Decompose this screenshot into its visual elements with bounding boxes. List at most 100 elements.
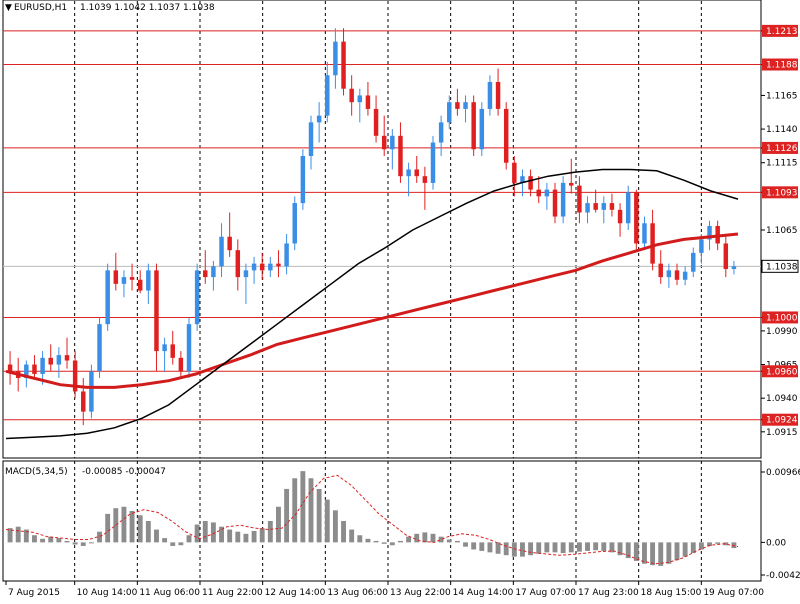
candle-body [64, 355, 70, 361]
candle-body [341, 41, 346, 89]
macd-histogram [5, 471, 739, 566]
candle-body [544, 189, 550, 197]
candle-body [251, 263, 257, 271]
candle-body [666, 270, 672, 278]
candle-body [447, 102, 452, 123]
candle-body [276, 263, 281, 267]
macd-bar [251, 530, 257, 543]
macd-bar [194, 524, 200, 543]
candle-body [259, 263, 265, 271]
candle-body [674, 270, 680, 280]
macd-bar [422, 532, 428, 543]
macd-bar [23, 529, 29, 543]
candle-body [113, 270, 119, 284]
macd-bar [406, 536, 412, 543]
macd-bar [471, 542, 477, 550]
candle-body [390, 135, 395, 150]
candle-body [723, 243, 729, 270]
triangle-icon: ▼ [5, 3, 12, 13]
candle-body [398, 135, 403, 177]
macd-bar [674, 542, 680, 561]
macd-tick-label: 0.00 [766, 538, 786, 548]
main-pane-frame [2, 0, 762, 459]
macd-bar [723, 542, 729, 546]
candle-body [682, 271, 688, 280]
macd-bar [650, 542, 656, 566]
macd-bar [332, 510, 338, 543]
candle-body [503, 108, 509, 163]
candle-body [528, 176, 533, 190]
time-label: 17 Aug 07:00 [515, 588, 576, 598]
macd-bar [593, 542, 599, 551]
candle-body [512, 162, 517, 183]
macd-bar [381, 542, 387, 544]
macd-bar [365, 538, 371, 543]
macd-bar [568, 542, 574, 553]
macd-bar [520, 542, 525, 557]
macd-bar [56, 538, 62, 543]
macd-bar [576, 542, 582, 552]
candle-body [479, 108, 485, 150]
candle-body [707, 225, 712, 240]
macd-bar [88, 542, 94, 544]
moving-average-red [5, 232, 739, 389]
macd-bar [64, 540, 70, 543]
macd-bar [32, 535, 37, 543]
macd-bar [137, 515, 143, 543]
macd-bar [601, 542, 607, 551]
candle-body [137, 279, 143, 291]
time-label: 19 Aug 07:00 [703, 588, 764, 598]
macd-bar [243, 533, 249, 543]
moving-averages [5, 168, 739, 440]
macd-bar [609, 542, 615, 553]
candle-body [89, 371, 94, 412]
macd-bar [113, 508, 119, 543]
candle-body [617, 209, 623, 224]
macd-bar [210, 522, 216, 543]
candle-body [194, 270, 200, 325]
level-price-label: 1.1000 [766, 313, 798, 323]
macd-tick-label: 0.00966 [766, 468, 800, 478]
candle-body [219, 236, 224, 267]
candle-body [650, 223, 655, 264]
macd-bar [178, 542, 184, 546]
macd-bar [707, 542, 712, 546]
candle-body [170, 344, 175, 358]
time-label: 13 Aug 22:00 [390, 588, 451, 598]
macd-bar [40, 538, 46, 543]
macd-bar [259, 528, 265, 543]
candle-body [129, 277, 135, 280]
macd-bar [154, 529, 159, 543]
macd-values: -0.00085 -0.00047 [82, 467, 166, 477]
macd-bar [617, 542, 623, 556]
price-tick-label: 1.1165 [766, 91, 798, 101]
candle-body [414, 169, 419, 177]
macd-bar [129, 511, 135, 543]
candle-body [268, 263, 273, 271]
macd-bar [633, 542, 639, 561]
time-label: 17 Aug 23:00 [578, 588, 639, 598]
level-price-box [762, 413, 798, 426]
candle-body [365, 95, 371, 109]
macd-bar [219, 526, 224, 543]
candle-body [406, 169, 411, 177]
time-label: 11 Aug 22:00 [202, 588, 263, 598]
macd-bar [454, 540, 460, 543]
candle-body [154, 270, 159, 352]
macd-bar [544, 542, 550, 553]
macd-bar [202, 521, 208, 543]
macd-bar [560, 542, 566, 554]
macd-bar [121, 506, 127, 543]
macd-bar [292, 478, 298, 543]
candle-body [455, 102, 460, 109]
level-price-label: 1.1126 [766, 144, 798, 154]
macd-bar [389, 542, 395, 546]
candle-body [691, 252, 696, 272]
macd-tick-label: -0.0042 [766, 571, 800, 581]
macd-bar [276, 506, 281, 543]
macd-bar [487, 542, 493, 553]
level-price-box [762, 24, 798, 37]
macd-bar [682, 542, 688, 557]
